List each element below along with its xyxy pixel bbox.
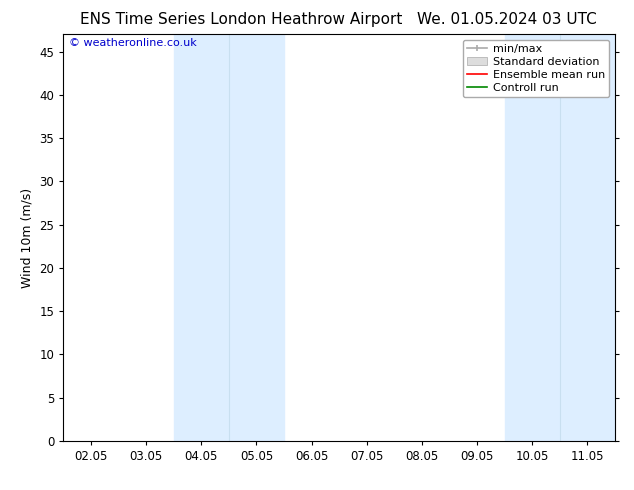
Text: ENS Time Series London Heathrow Airport: ENS Time Series London Heathrow Airport <box>80 12 402 27</box>
Text: © weatheronline.co.uk: © weatheronline.co.uk <box>69 38 197 49</box>
Legend: min/max, Standard deviation, Ensemble mean run, Controll run: min/max, Standard deviation, Ensemble me… <box>463 40 609 97</box>
Bar <box>229 34 284 441</box>
Bar <box>174 34 229 441</box>
Bar <box>505 34 560 441</box>
Y-axis label: Wind 10m (m/s): Wind 10m (m/s) <box>21 188 34 288</box>
Text: We. 01.05.2024 03 UTC: We. 01.05.2024 03 UTC <box>417 12 597 27</box>
Bar <box>560 34 615 441</box>
